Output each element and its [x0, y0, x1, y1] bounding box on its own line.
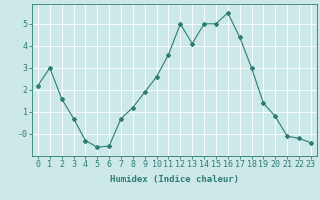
X-axis label: Humidex (Indice chaleur): Humidex (Indice chaleur): [110, 175, 239, 184]
